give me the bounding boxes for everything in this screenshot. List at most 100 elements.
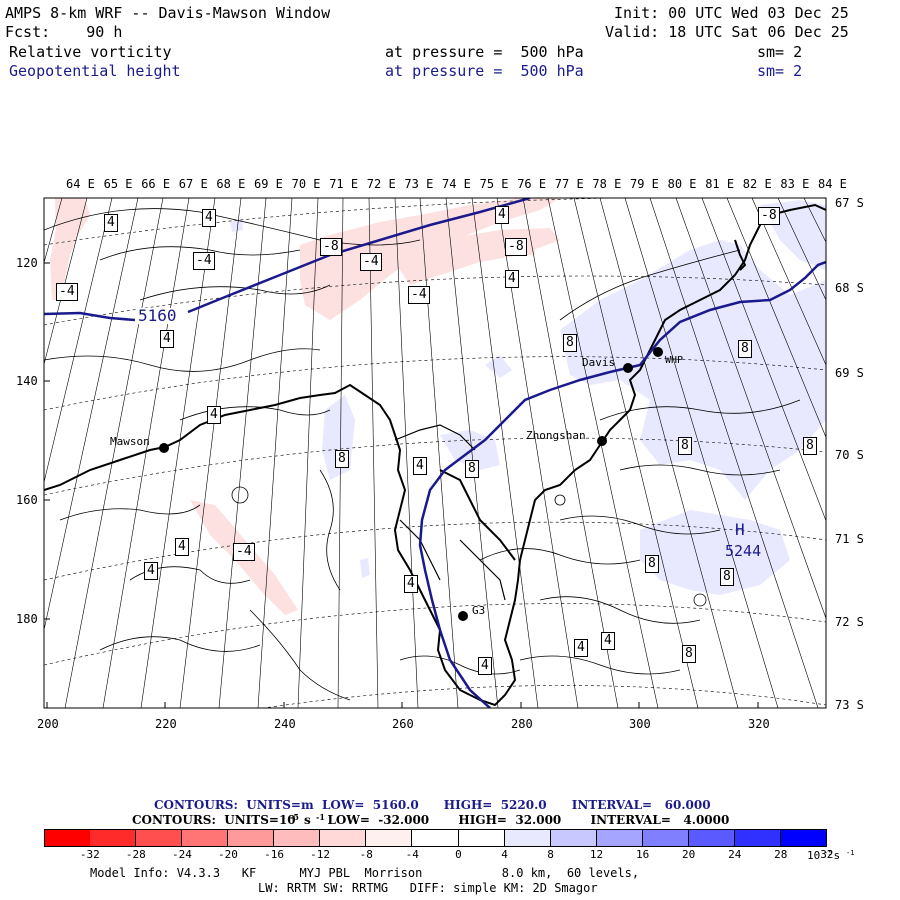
colorbar-unit-exponent: -5 — [824, 849, 833, 857]
vorticity-contour-label: -8 — [320, 238, 342, 256]
colorbar-swatch — [596, 829, 643, 847]
model-info: Model Info: V4.3.3 KF MYJ PBL Morrison 8… — [90, 866, 640, 880]
vorticity-contour-label: 8 — [678, 437, 692, 455]
colorbar-swatch — [458, 829, 505, 847]
longitude-label: 81 E — [705, 177, 735, 191]
colorbar-tick-label: -8 — [359, 848, 373, 861]
station-dot-whp — [653, 347, 663, 357]
longitude-label: 64 E — [66, 177, 95, 191]
vorticity-contour-label: 4 — [160, 330, 174, 348]
colorbar-swatch — [504, 829, 551, 847]
longitude-label: 65 E — [103, 177, 133, 191]
colorbar-swatch — [228, 829, 275, 847]
x-axis-label: 200 — [37, 717, 59, 731]
colorbar-tick-label: -16 — [264, 848, 284, 861]
negative-vorticity-shading — [50, 198, 560, 615]
station-label-davis: Davis — [582, 356, 616, 369]
station-label-zhongshan: Zhongshan — [526, 429, 586, 442]
vorticity-contour-info: CONTOURS: UNITS=10 s LOW= -32.000 HIGH= … — [132, 813, 730, 827]
latitude-label: 69 S — [835, 366, 864, 380]
vorticity-contour-label: 4 — [404, 575, 418, 593]
vorticity-units-inverse: -1 — [316, 812, 325, 822]
colorbar-swatch — [320, 829, 367, 847]
vorticity-contour-label: 4 — [495, 206, 509, 224]
colorbar-unit: 10 s — [807, 849, 841, 862]
longitude-label: 76 E — [517, 177, 547, 191]
longitude-label: 68 E — [216, 177, 246, 191]
lat-lon-grid — [44, 198, 826, 708]
station-dot-g3 — [458, 611, 468, 621]
colorbar-unit-inverse: -1 — [846, 849, 855, 857]
valid-time: Valid: 18 UTC Sat 06 Dec 25 — [605, 23, 849, 41]
y-axis-label: 120 — [16, 256, 38, 270]
colorbar-swatch — [274, 829, 321, 847]
x-axis-label: 220 — [155, 717, 177, 731]
longitude-label: 78 E — [592, 177, 622, 191]
x-axis-label: 260 — [392, 717, 414, 731]
vorticity-contour-label: -4 — [408, 286, 430, 304]
field1-level: at pressure = 500 hPa — [385, 43, 584, 61]
positive-vorticity-shading — [230, 200, 826, 595]
latitude-label: 70 S — [835, 448, 864, 462]
latitude-label: 73 S — [835, 698, 864, 712]
station-dot-zhongshan — [597, 436, 607, 446]
vorticity-contour-label: 4 — [207, 406, 221, 424]
colorbar-swatch — [366, 829, 413, 847]
longitude-label: 83 E — [780, 177, 810, 191]
longitude-label: 84 E — [818, 177, 847, 191]
vorticity-contour-label: -4 — [193, 252, 215, 270]
vorticity-contour-label: 8 — [645, 555, 659, 573]
vorticity-contour-label: 4 — [104, 214, 118, 232]
colorbar-tick-label: 24 — [728, 848, 742, 861]
vorticity-contour-label: -8 — [758, 207, 780, 225]
station-label-whp: WHP — [665, 355, 684, 366]
colorbar-tick-label: -24 — [171, 848, 192, 861]
height-label-5160: 5160 — [138, 306, 177, 325]
longitude-label: 70 E — [291, 177, 321, 191]
vorticity-contour-label: 8 — [465, 460, 479, 478]
longitude-label: 69 E — [254, 177, 283, 191]
field2-level: at pressure = 500 hPa — [385, 62, 584, 80]
y-axis-label: 180 — [16, 612, 38, 626]
map-frame — [43, 197, 827, 709]
colorbar-tick-label: 12 — [589, 848, 604, 861]
colorbar-tick-label: 28 — [774, 848, 788, 861]
colorbar-tick-label: 8 — [547, 848, 554, 861]
station-label-g3: G3 — [472, 604, 486, 617]
colorbar-swatch — [688, 829, 735, 847]
y-axis-label: 160 — [16, 493, 38, 507]
longitude-label: 82 E — [742, 177, 772, 191]
colorbar-swatch — [90, 829, 137, 847]
vorticity-contour-label: -4 — [360, 253, 382, 271]
vorticity-contour-label: 4 — [601, 632, 615, 650]
longitude-label: 77 E — [554, 177, 584, 191]
vorticity-units-exponent: -5 — [290, 812, 299, 822]
vorticity-contour-label: 8 — [682, 645, 696, 663]
x-axis-label: 280 — [511, 717, 533, 731]
field1-name: Relative vorticity — [9, 43, 172, 61]
vorticity-contour-label: -8 — [505, 238, 527, 256]
vorticity-contour-label: 4 — [202, 209, 216, 227]
ice-boundaries — [394, 424, 506, 601]
station-dot-mawson — [159, 443, 169, 453]
vorticity-contour-label: 8 — [335, 450, 349, 468]
longitude-label: 72 E — [366, 177, 396, 191]
high-center-marker: H — [735, 520, 745, 539]
field2-name: Geopotential height — [9, 62, 181, 80]
longitude-label: 75 E — [479, 177, 509, 191]
latitude-label: 67 S — [835, 196, 864, 210]
vorticity-contour-label: 8 — [563, 334, 577, 352]
vorticity-contour-label: 4 — [478, 657, 492, 675]
vorticity-contour-label: 4 — [144, 562, 158, 580]
colorbar-tick-label: -20 — [218, 848, 238, 861]
longitude-label: 80 E — [667, 177, 697, 191]
y-axis-label: 140 — [16, 374, 38, 388]
longitude-label: 74 E — [442, 177, 471, 191]
colorbar-tick-label: 0 — [455, 848, 462, 861]
colorbar-swatch — [412, 829, 459, 847]
init-time: Init: 00 UTC Wed 03 Dec 25 — [614, 4, 849, 22]
latitude-label: 68 S — [835, 281, 864, 295]
colorbar-tick-label: -4 — [405, 848, 419, 861]
latitude-label: 71 S — [835, 532, 864, 546]
